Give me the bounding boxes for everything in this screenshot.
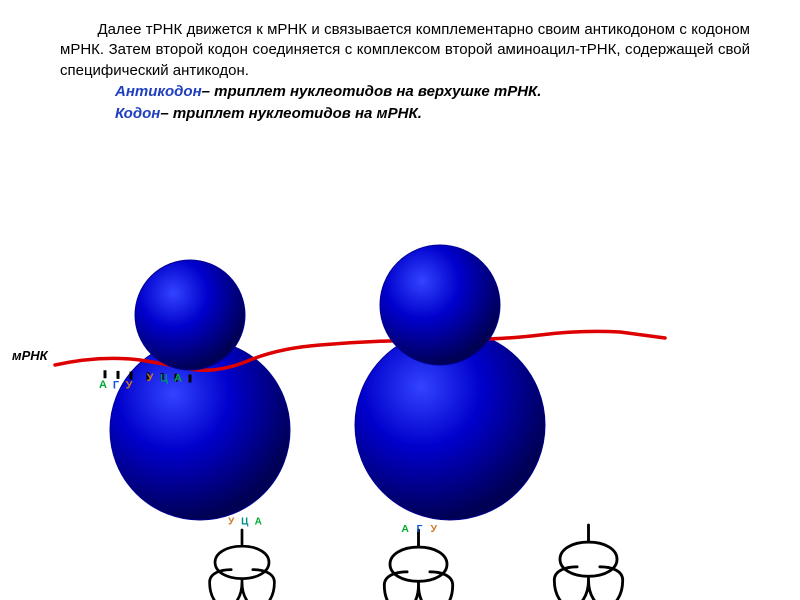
codon-letter: Г (113, 379, 120, 391)
trna-cloverleaf (554, 525, 622, 600)
codon-letter: А (174, 373, 182, 385)
codon-letter: Ц (160, 372, 168, 384)
translation-diagram: АГУУЦАУЦААГУ (0, 190, 800, 600)
paragraph-main: Далее тРНК движется к мРНК и связывается… (60, 20, 750, 81)
codon-letter: У (126, 380, 133, 392)
anticodon-letter: У (430, 524, 437, 535)
def-codon-rest: – триплет нуклеотидов на мРНК. (160, 105, 422, 122)
ribosome-small-subunit (135, 260, 245, 370)
term-anticodon: Антикодон (115, 83, 202, 100)
trna-cloverleaf (210, 530, 275, 600)
anticodon-letter: Ц (241, 517, 249, 528)
ribosome-small-subunit (380, 245, 500, 365)
trna-cloverleaf (384, 530, 452, 600)
codon-letter: У (147, 372, 154, 384)
anticodon-letter: У (228, 517, 235, 528)
codon-letter: А (99, 379, 107, 391)
trna-molecule: АГУ (384, 524, 452, 600)
anticodon-letter: А (401, 524, 409, 535)
text-block: Далее тРНК движется к мРНК и связывается… (60, 20, 750, 126)
trna-molecule (554, 525, 622, 600)
term-codon: Кодон (115, 105, 160, 122)
definition-anticodon: Антикодон– триплет нуклеотидов на верхуш… (115, 81, 750, 104)
anticodon-letter: А (255, 517, 262, 528)
def-anticodon-rest: – триплет нуклеотидов на верхушке тРНК. (202, 83, 542, 100)
anticodon-letter: Г (416, 524, 422, 535)
trna-molecule: УЦА (210, 517, 275, 600)
definition-codon: Кодон– триплет нуклеотидов на мРНК. (115, 103, 750, 126)
